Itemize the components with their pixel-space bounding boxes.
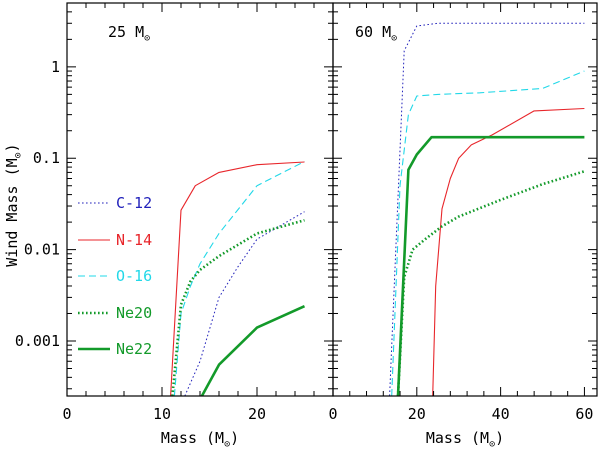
series-line-o-16 bbox=[173, 161, 305, 396]
y-tick-label: 0.01 bbox=[24, 241, 60, 259]
x-tick-label: 10 bbox=[153, 405, 171, 423]
series-line-n-14 bbox=[432, 107, 585, 396]
x-axis-label: Mass (M⊙) bbox=[161, 429, 239, 450]
legend: C-12 N-14 O-16 Ne20 Ne22 bbox=[78, 194, 152, 358]
panel-series bbox=[389, 22, 585, 396]
x-axis-label-sub: ⊙ bbox=[224, 439, 230, 450]
series-line-c-12 bbox=[184, 211, 305, 396]
x-tick-label: 60 bbox=[575, 405, 593, 423]
series-line-ne20 bbox=[171, 218, 305, 396]
y-axis-label-sub: ⊙ bbox=[13, 152, 24, 158]
x-tick-label: 0 bbox=[62, 405, 71, 423]
panel-title-text: 25 M bbox=[108, 23, 144, 41]
panel-title: 60 M⊙ bbox=[355, 23, 397, 44]
panel-title-sub: ⊙ bbox=[391, 33, 397, 44]
legend-label-c-12: C-12 bbox=[116, 194, 152, 212]
x-tick-label: 20 bbox=[248, 405, 266, 423]
y-axis-label: Wind Mass (M⊙) bbox=[3, 143, 24, 266]
y-tick-label: 1 bbox=[51, 58, 60, 76]
series-line-c-12 bbox=[389, 22, 585, 396]
x-axis-label: Mass (M⊙) bbox=[426, 429, 504, 450]
x-axis-label-close: ) bbox=[230, 429, 239, 447]
panel-title: 25 M⊙ bbox=[108, 23, 150, 44]
x-axis-label-text: Mass (M bbox=[161, 429, 224, 447]
series-line-ne22 bbox=[396, 135, 585, 396]
series-line-o-16 bbox=[391, 70, 585, 396]
y-tick-label: 0.1 bbox=[33, 149, 60, 167]
series-line-n-14 bbox=[170, 161, 305, 396]
x-axis-label-sub: ⊙ bbox=[489, 439, 495, 450]
series-line-ne22 bbox=[200, 305, 306, 396]
legend-label-ne22: Ne22 bbox=[116, 340, 152, 358]
panel-title-text: 60 M bbox=[355, 23, 391, 41]
legend-label-o-16: O-16 bbox=[116, 267, 152, 285]
y-axis-label-text: Wind Mass (M bbox=[3, 158, 21, 266]
legend-label-n-14: N-14 bbox=[116, 231, 152, 249]
x-axis-label-close: ) bbox=[495, 429, 504, 447]
x-tick-label: 20 bbox=[408, 405, 426, 423]
panel-series bbox=[170, 161, 306, 396]
x-tick-label: 0 bbox=[328, 405, 337, 423]
panel-frame bbox=[66, 2, 334, 397]
series-line-ne20 bbox=[396, 170, 585, 396]
panel-title-sub: ⊙ bbox=[144, 33, 150, 44]
panel-frame bbox=[332, 2, 598, 397]
y-axis-label-close: ) bbox=[3, 143, 21, 152]
legend-label-ne20: Ne20 bbox=[116, 304, 152, 322]
y-tick-label: 0.001 bbox=[15, 332, 60, 350]
x-axis-label-text: Mass (M bbox=[426, 429, 489, 447]
x-tick-label: 40 bbox=[492, 405, 510, 423]
